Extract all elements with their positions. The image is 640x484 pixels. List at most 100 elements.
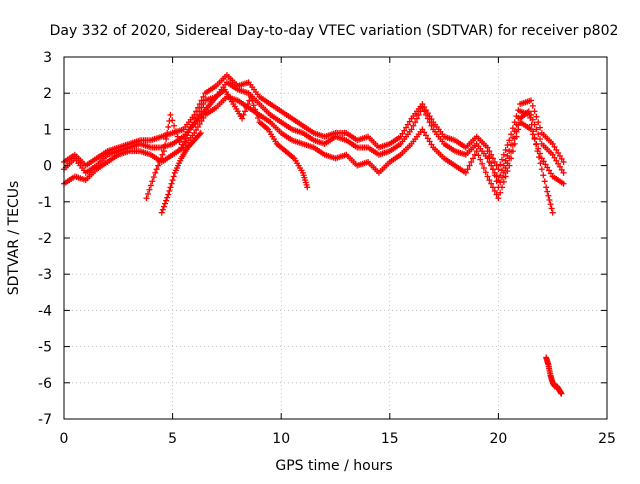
data-point (537, 136, 544, 143)
data-point (558, 155, 565, 162)
x-tick-label: 5 (168, 431, 177, 447)
data-point (191, 111, 198, 118)
data-point (528, 121, 535, 128)
data-point (547, 201, 554, 208)
data-point (553, 146, 560, 153)
data-point (174, 133, 181, 140)
data-point (462, 169, 469, 176)
data-point (527, 114, 534, 121)
data-point (159, 151, 166, 158)
data-point (495, 166, 502, 173)
data-point (504, 168, 511, 175)
data-point (491, 172, 498, 179)
data-point (544, 188, 551, 195)
data-point (509, 142, 516, 149)
data-point (555, 149, 562, 156)
data-series (143, 86, 311, 202)
data-point (153, 166, 160, 173)
data-point (415, 111, 422, 118)
data-point (480, 165, 487, 172)
y-tick-label: 0 (43, 159, 52, 175)
data-point (470, 155, 477, 162)
data-point (475, 152, 482, 159)
data-point (421, 104, 428, 111)
data-series (61, 72, 567, 173)
y-tick-label: -7 (38, 412, 52, 428)
x-tick-label: 10 (272, 431, 290, 447)
data-point (194, 123, 201, 130)
data-point (489, 155, 496, 162)
data-point (486, 154, 493, 161)
data-point (531, 108, 538, 115)
data-point (184, 132, 191, 139)
data-point (240, 111, 247, 118)
data-point (144, 190, 151, 197)
axis-ticks (63, 56, 608, 420)
data-point (537, 160, 544, 167)
data-point (556, 152, 563, 159)
data-point (424, 135, 431, 142)
data-point (502, 146, 509, 153)
data-point (171, 122, 178, 129)
data-point (166, 187, 173, 194)
data-point (531, 134, 538, 141)
data-point (546, 167, 553, 174)
data-point (541, 178, 548, 185)
data-point (500, 169, 507, 176)
data-point (497, 161, 504, 168)
data-point (558, 166, 565, 173)
data-point (540, 172, 547, 179)
data-point (489, 184, 496, 191)
data-point (525, 108, 532, 115)
data-point (542, 161, 549, 168)
data-point (497, 179, 504, 186)
data-point (551, 143, 558, 150)
data-point (482, 169, 489, 176)
data-point (548, 205, 555, 212)
data-point (466, 162, 473, 169)
data-point (489, 166, 496, 173)
data-point (545, 192, 552, 199)
data-point (160, 203, 167, 210)
y-tick-label: -1 (38, 195, 52, 211)
data-point (200, 93, 207, 100)
data-point (191, 130, 198, 137)
data-point (464, 166, 471, 173)
data-point (197, 130, 204, 137)
data-point (543, 184, 550, 191)
data-point (403, 124, 410, 131)
data-point (421, 129, 428, 136)
data-point (252, 106, 259, 113)
data-point (170, 173, 177, 180)
data-point (163, 197, 170, 204)
chart-title: Day 332 of 2020, Sidereal Day-to-day VTE… (50, 23, 619, 39)
data-point (150, 174, 157, 181)
data-point (160, 148, 167, 155)
data-point (408, 126, 415, 133)
data-point (172, 128, 179, 135)
data-point (484, 173, 491, 180)
y-tick-label: 2 (43, 86, 52, 102)
data-point (163, 136, 170, 143)
y-tick-label: -6 (38, 376, 52, 392)
data-point (426, 138, 433, 145)
data-point (419, 126, 426, 133)
data-point (243, 104, 250, 111)
data-point (511, 135, 518, 142)
data-point (468, 158, 475, 165)
data-point (426, 113, 433, 120)
data-point (404, 121, 411, 128)
data-point (486, 177, 493, 184)
data-point (143, 195, 150, 202)
data-point (428, 116, 435, 123)
data-points (61, 72, 567, 397)
y-tick-label: -5 (38, 340, 52, 356)
y-tick-label: 3 (43, 50, 52, 66)
data-point (558, 390, 565, 397)
data-point (428, 141, 435, 148)
data-point (499, 174, 506, 181)
data-point (413, 115, 420, 122)
y-tick-label: -2 (38, 231, 52, 247)
data-point (428, 122, 435, 129)
